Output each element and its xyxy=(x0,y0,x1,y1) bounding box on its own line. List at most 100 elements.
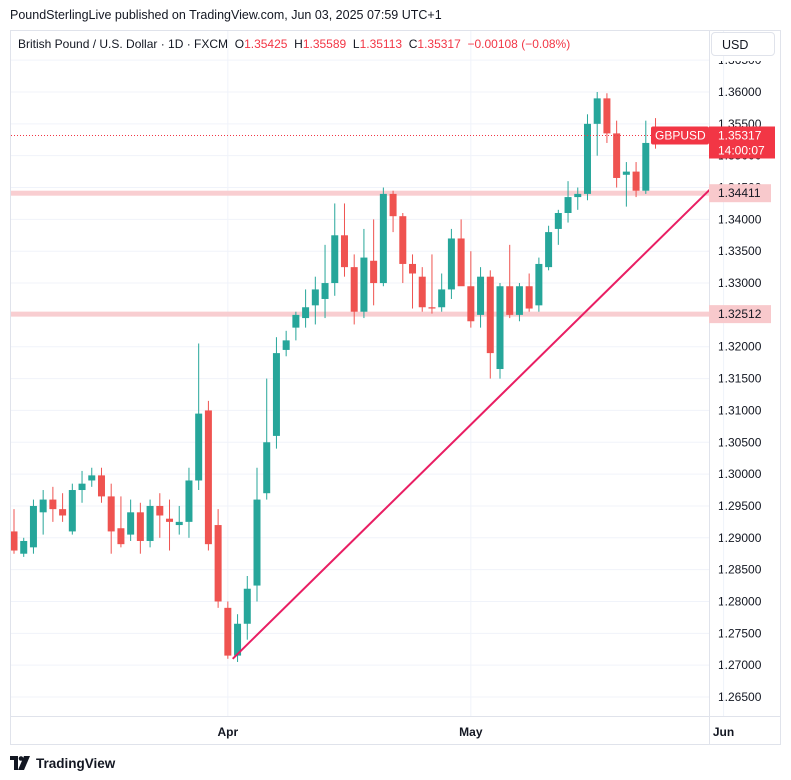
y-tick-label: 1.33000 xyxy=(718,276,762,290)
candle-body xyxy=(292,314,300,328)
bar-countdown-label: 14:00:07 xyxy=(718,143,765,157)
candle-body xyxy=(97,475,105,497)
candle-body xyxy=(272,353,280,436)
candle-body xyxy=(525,286,533,309)
y-tick-label: 1.31000 xyxy=(718,403,762,417)
y-tick-label: 1.30000 xyxy=(718,467,762,481)
support-trendline xyxy=(231,188,709,660)
symbol-description[interactable]: British Pound / U.S. Dollar · 1D · FXCM xyxy=(18,37,229,51)
candle-body xyxy=(49,499,57,510)
y-tick-label: 1.36000 xyxy=(718,85,762,99)
candle-body xyxy=(370,260,378,284)
candle-body xyxy=(224,607,232,656)
candle-body xyxy=(331,235,339,284)
candle-body xyxy=(350,267,358,312)
candle-body xyxy=(263,442,271,494)
low-label: L xyxy=(352,37,360,51)
candle-body xyxy=(418,276,426,308)
candle-body xyxy=(88,475,96,481)
y-tick-label: 1.26500 xyxy=(718,690,762,704)
chart-frame xyxy=(10,30,781,745)
candle-body xyxy=(136,512,144,541)
candle-body xyxy=(127,512,135,535)
candle-body xyxy=(166,518,174,522)
candle-body xyxy=(496,286,504,370)
x-tick-label: May xyxy=(459,725,483,739)
ohlc-legend: British Pound / U.S. Dollar · 1D · FXCM … xyxy=(18,37,570,51)
y-tick-label: 1.34000 xyxy=(718,212,762,226)
candle-body xyxy=(564,197,572,213)
candle-body xyxy=(11,531,18,551)
candle-body xyxy=(234,623,242,656)
y-tick-label: 1.32000 xyxy=(718,340,762,354)
header: PoundSterlingLive published on TradingVi… xyxy=(0,0,791,30)
candle-body xyxy=(175,521,183,526)
y-tick-label: 1.27000 xyxy=(718,658,762,672)
candle-body xyxy=(583,123,591,194)
candle-body xyxy=(632,171,640,191)
tradingview-brand[interactable]: TradingView xyxy=(36,755,116,771)
candle-body xyxy=(68,490,76,532)
y-tick-label: 1.31500 xyxy=(718,372,762,386)
candle-body xyxy=(243,588,251,624)
candle-body xyxy=(477,276,485,315)
x-tick-label: Jun xyxy=(713,725,734,739)
low-value: 1.35113 xyxy=(359,37,403,51)
symbol-tag-label: GBPUSD xyxy=(655,128,706,142)
projection-arrow-head xyxy=(754,100,771,115)
candle-body xyxy=(214,525,222,602)
y-tick-label: 1.28500 xyxy=(718,563,762,577)
high-label: H xyxy=(294,37,303,51)
candle-body xyxy=(428,307,436,309)
y-tick-label: 1.28000 xyxy=(718,594,762,608)
candle-body xyxy=(613,133,621,178)
candle-body xyxy=(59,509,67,516)
symbol-price-tag xyxy=(651,126,709,145)
current-price-tag xyxy=(709,126,775,159)
x-tick-label: Apr xyxy=(218,725,239,739)
candle-body xyxy=(545,232,553,268)
candle-body xyxy=(195,413,203,481)
open-value: 1.35425 xyxy=(244,37,288,51)
candle-body xyxy=(399,216,407,264)
currency-button[interactable]: USD xyxy=(711,32,775,56)
candle-body xyxy=(117,528,125,545)
y-tick-label: 1.27500 xyxy=(718,626,762,640)
candle-body xyxy=(78,483,86,491)
candle-body xyxy=(467,286,475,322)
candle-body xyxy=(29,505,37,548)
candle-body xyxy=(39,499,47,513)
high-value: 1.35589 xyxy=(302,37,347,51)
candle-body xyxy=(185,480,193,522)
level-price-label: 1.34411 xyxy=(718,186,761,200)
candle-body xyxy=(379,193,387,284)
tradingview-logo-icon xyxy=(10,756,30,770)
candle-body xyxy=(20,540,28,554)
close-value: 1.35317 xyxy=(417,37,461,51)
y-tick-label: 1.33500 xyxy=(718,244,762,258)
candle-body xyxy=(486,276,494,354)
candle-body xyxy=(535,263,543,306)
candle-body xyxy=(146,505,154,541)
level-price-tag xyxy=(709,305,771,324)
candle-body xyxy=(302,307,310,319)
candle-body xyxy=(107,496,115,532)
candle-body xyxy=(311,289,319,306)
publisher-text: PoundSterlingLive published on TradingVi… xyxy=(10,8,442,22)
y-tick-label: 1.36500 xyxy=(718,53,762,67)
level-price-label: 1.32512 xyxy=(718,307,762,321)
candle-body xyxy=(622,171,630,175)
candle-body xyxy=(593,98,601,124)
candle-body xyxy=(506,286,514,315)
candle-body xyxy=(554,213,562,229)
change-value: −0.00108 (−0.08%) xyxy=(467,37,571,51)
plot-area xyxy=(11,92,771,662)
candle-body xyxy=(457,238,465,287)
candle-body xyxy=(321,283,329,299)
candle-body xyxy=(642,142,650,191)
y-tick-label: 1.29000 xyxy=(718,531,762,545)
candle-body xyxy=(389,193,397,217)
candle-body xyxy=(282,340,290,350)
candle-body xyxy=(204,410,212,545)
